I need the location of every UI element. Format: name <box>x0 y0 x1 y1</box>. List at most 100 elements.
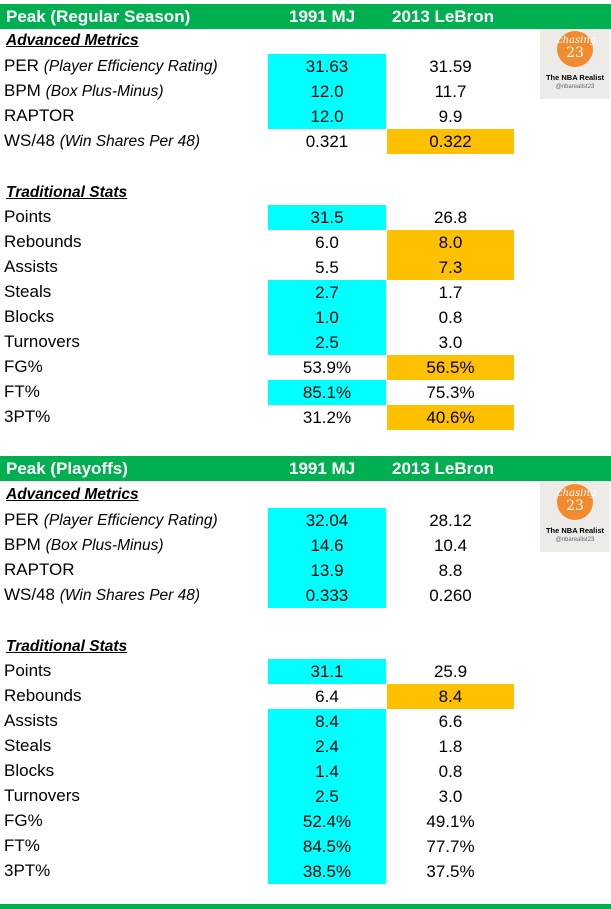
lebron-value: 28.12 <box>429 511 472 530</box>
regular-season-title: Peak (Regular Season) <box>6 7 191 26</box>
lebron-value: 25.9 <box>433 662 468 681</box>
table-row: Blocks 1.0 0.8 <box>0 305 611 330</box>
stat-label: 3PT% <box>4 407 51 426</box>
lebron-value: 0.260 <box>429 586 472 605</box>
stat-label: 3PT% <box>4 861 51 880</box>
lebron-value: 11.7 <box>434 82 467 101</box>
stat-note: (Box Plus-Minus) <box>45 83 164 100</box>
mj-column-header: 1991 MJ <box>289 7 356 26</box>
mj-value: 53.9% <box>302 358 352 377</box>
table-row: 3PT% 38.5% 37.5% <box>0 859 611 884</box>
chasing23-logo: chasing 23 The NBA Realist @nbarealist23 <box>540 29 610 99</box>
mj-value: 5.5 <box>315 258 339 277</box>
mj-value: 1.4 <box>268 759 386 784</box>
stat-label: BPM <box>4 535 41 554</box>
regular-season-header: Peak (Regular Season) 1991 MJ 2013 LeBro… <box>0 4 611 29</box>
table-row: Steals 2.4 1.8 <box>0 734 611 759</box>
table-row: FT% 85.1% 75.3% <box>0 380 611 405</box>
table-row: Turnovers 2.5 3.0 <box>0 784 611 809</box>
mj-value: 14.6 <box>268 533 386 558</box>
table-row: FT% 84.5% 77.7% <box>0 834 611 859</box>
stat-label: Rebounds <box>4 686 82 705</box>
stat-label: Turnovers <box>4 786 80 805</box>
lebron-value: 3.0 <box>438 787 463 806</box>
lebron-value: 0.8 <box>438 308 463 327</box>
stat-label: RAPTOR <box>4 560 75 579</box>
lebron-value: 56.5% <box>387 355 514 380</box>
table-row: FG% 52.4% 49.1% <box>0 809 611 834</box>
stat-note: (Player Efficiency Rating) <box>43 512 218 529</box>
lebron-value: 26.8 <box>433 208 468 227</box>
mj-value: 2.7 <box>268 280 386 305</box>
mj-value: 38.5% <box>268 859 386 884</box>
stat-label: Assists <box>4 257 58 276</box>
traditional-stats-heading: Traditional Stats <box>6 638 128 655</box>
stat-label: WS/48 <box>4 585 56 604</box>
table-row: FG% 53.9% 56.5% <box>0 355 611 380</box>
table-row: WS/48 (Win Shares Per 48) 0.333 0.260 <box>0 583 611 608</box>
lebron-value: 37.5% <box>426 862 475 881</box>
table-row: WS/48 (Win Shares Per 48) 0.321 0.322 <box>0 129 611 154</box>
mj-value: 31.63 <box>268 54 386 79</box>
mj-value: 12.0 <box>268 79 386 104</box>
lebron-value: 8.0 <box>387 230 514 255</box>
advanced-metrics-heading: Advanced Metrics <box>6 486 139 503</box>
stat-note: (Box Plus-Minus) <box>45 537 164 554</box>
mj-value: 6.4 <box>315 687 339 706</box>
lebron-value: 3.0 <box>438 333 463 352</box>
logo-brand-text: The NBA Realist <box>545 526 605 535</box>
mj-value: 85.1% <box>268 380 386 405</box>
stat-label: BPM <box>4 81 41 100</box>
playoffs-header: Peak (Playoffs) 1991 MJ 2013 LeBron <box>0 456 611 481</box>
table-row: Blocks 1.4 0.8 <box>0 759 611 784</box>
lebron-column-header: 2013 LeBron <box>392 7 495 26</box>
playoffs-title: Peak (Playoffs) <box>6 459 128 478</box>
mj-value: 2.4 <box>268 734 386 759</box>
logo-badge: chasing 23 <box>557 31 596 67</box>
mj-value: 32.04 <box>268 508 386 533</box>
stat-label: Blocks <box>4 761 55 780</box>
table-row: BPM (Box Plus-Minus) 14.6 10.4 <box>0 533 611 558</box>
lebron-value: 49.1% <box>426 812 475 831</box>
mj-column-header: 1991 MJ <box>289 459 356 478</box>
lebron-value: 75.3% <box>426 383 475 402</box>
lebron-value: 7.3 <box>387 255 514 280</box>
stat-label: Points <box>4 207 52 226</box>
table-row: Assists 5.5 7.3 <box>0 255 611 280</box>
lebron-value: 9.9 <box>438 107 463 126</box>
lebron-value: 10.4 <box>433 536 468 555</box>
mj-value: 6.0 <box>315 233 339 252</box>
table-row: Points 31.5 26.8 <box>0 205 611 230</box>
mj-value: 12.0 <box>268 104 386 129</box>
traditional-stats-heading: Traditional Stats <box>6 184 128 201</box>
table-row: 3PT% 31.2% 40.6% <box>0 405 611 430</box>
stat-note: (Win Shares Per 48) <box>59 587 201 604</box>
table-row: Rebounds 6.4 8.4 <box>0 684 611 709</box>
mj-value: 13.9 <box>268 558 386 583</box>
stat-label: PER <box>4 510 39 529</box>
stat-label: WS/48 <box>4 131 56 150</box>
mj-value: 84.5% <box>268 834 386 859</box>
table-row: PER (Player Efficiency Rating) 31.63 31.… <box>0 54 611 79</box>
mj-value: 1.0 <box>268 305 386 330</box>
stat-label: PER <box>4 56 39 75</box>
stat-label: RAPTOR <box>4 106 75 125</box>
mj-value: 2.5 <box>268 330 386 355</box>
mj-value: 0.321 <box>305 132 349 151</box>
stat-label: Turnovers <box>4 332 80 351</box>
stat-label: Steals <box>4 736 52 755</box>
table-row: Turnovers 2.5 3.0 <box>0 330 611 355</box>
logo-handle-text: @nbarealist23 <box>555 537 595 543</box>
stat-label: Points <box>4 661 52 680</box>
lebron-value: 0.8 <box>438 762 463 781</box>
lebron-value: 1.7 <box>438 283 463 302</box>
mj-value: 31.1 <box>268 659 386 684</box>
stat-label: Assists <box>4 711 58 730</box>
table-row: PER (Player Efficiency Rating) 32.04 28.… <box>0 508 611 533</box>
lebron-value: 0.322 <box>387 129 514 154</box>
mj-value: 8.4 <box>268 709 386 734</box>
table-row: Steals 2.7 1.7 <box>0 280 611 305</box>
stat-label: Rebounds <box>4 232 82 251</box>
lebron-column-header: 2013 LeBron <box>392 459 495 478</box>
table-row: RAPTOR 12.0 9.9 <box>0 104 611 129</box>
